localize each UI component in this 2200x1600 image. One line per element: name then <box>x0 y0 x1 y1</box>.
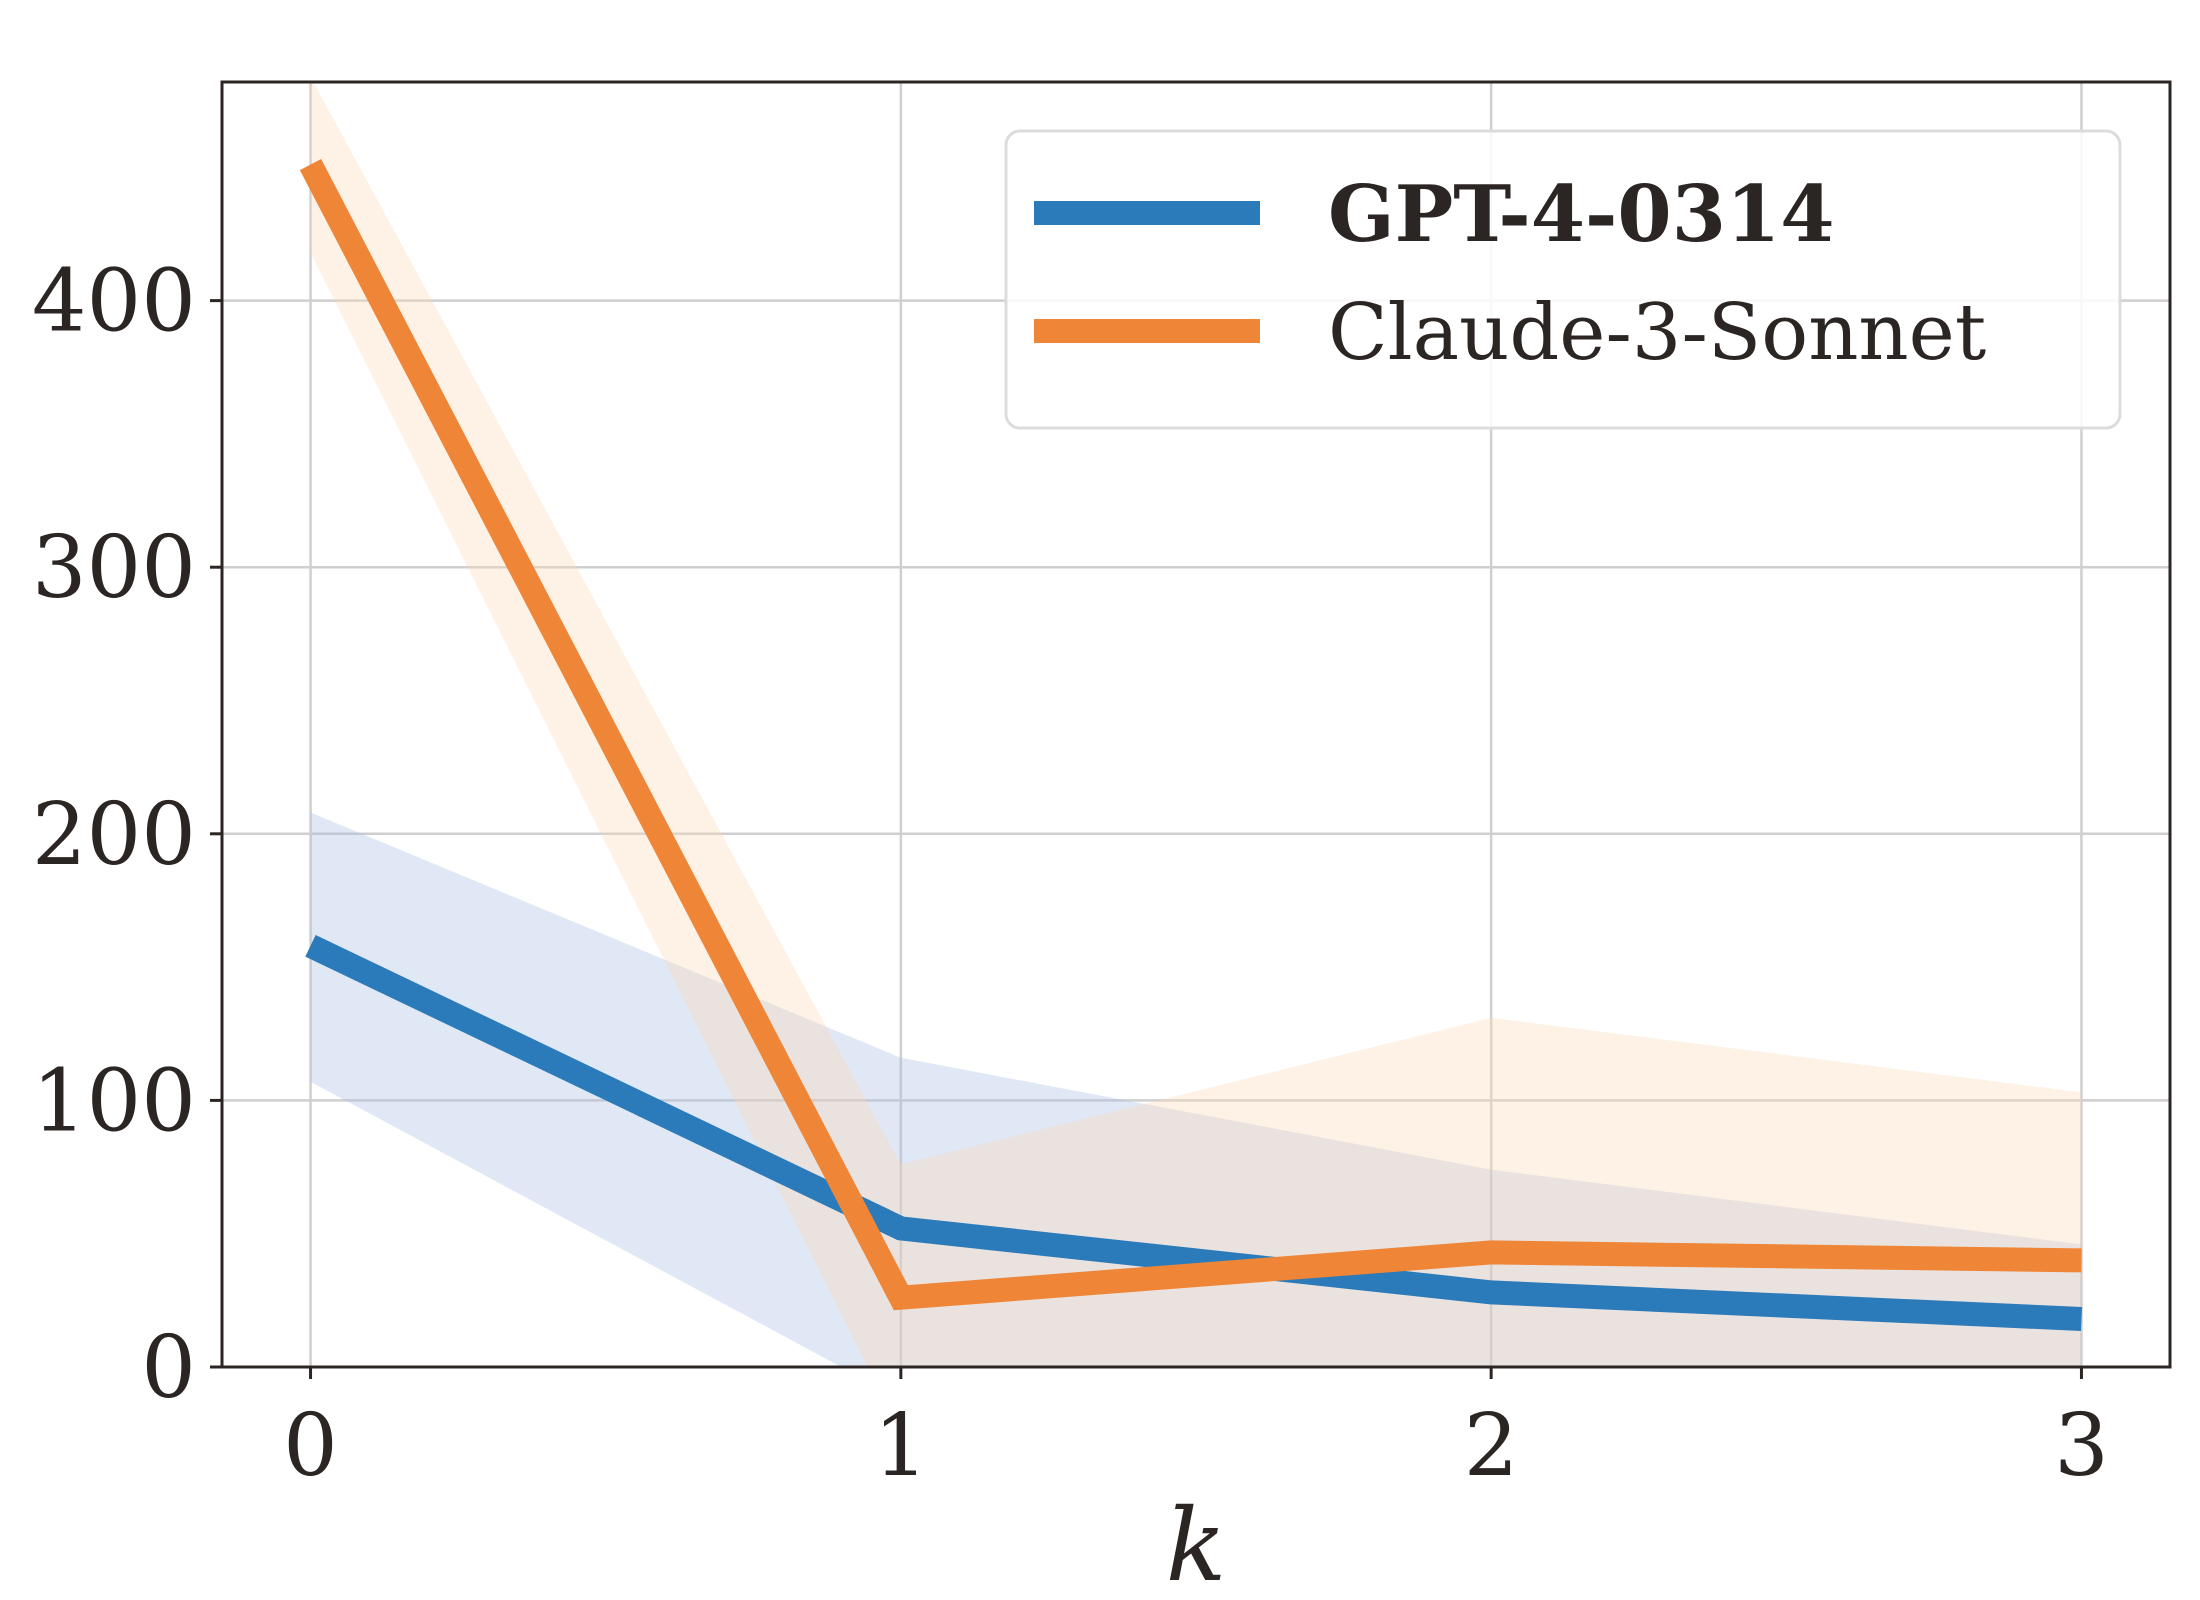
y-tick-label-400: 400 <box>32 252 196 352</box>
x-tick-label-2: 2 <box>1464 1396 1519 1496</box>
legend: GPT-4-0314 Claude-3-Sonnet <box>1004 129 2122 430</box>
legend-box <box>1004 129 2122 430</box>
legend-label-1: GPT-4-0314 <box>1328 169 1835 260</box>
confidence-band-1 <box>310 812 2082 1367</box>
confidence-band-2 <box>310 82 2082 1367</box>
x-tick-label-3: 3 <box>2054 1396 2109 1496</box>
series-line-1 <box>305 934 2083 1331</box>
confidence-band-layer <box>310 82 2082 1367</box>
plot-frame <box>220 80 2172 1369</box>
series-line-2 <box>299 159 2082 1311</box>
y-tick-label-300: 300 <box>32 518 196 618</box>
x-tick-label-0: 0 <box>283 1396 338 1496</box>
x-tick-label-1: 1 <box>873 1396 928 1496</box>
y-tick-label-100: 100 <box>32 1051 196 1151</box>
series-line-layer <box>299 159 2083 1331</box>
x-axis-title: k <box>1166 1487 1227 1600</box>
axis-layer: 0 1 2 3 0 100 200 300 400 <box>32 80 2172 1496</box>
y-tick-label-0: 0 <box>141 1318 196 1418</box>
y-tick-label-200: 200 <box>32 785 196 885</box>
legend-label-2: Claude-3-Sonnet <box>1328 288 1986 378</box>
